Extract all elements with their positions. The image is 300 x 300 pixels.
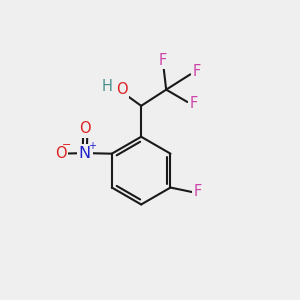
Text: F: F	[194, 184, 202, 200]
Text: F: F	[190, 96, 198, 111]
Text: F: F	[159, 53, 167, 68]
Text: O: O	[116, 82, 127, 97]
Text: F: F	[193, 64, 201, 80]
Text: +: +	[88, 141, 96, 151]
Text: H: H	[101, 79, 112, 94]
Text: O: O	[55, 146, 66, 161]
Text: −: −	[62, 140, 71, 150]
Text: O: O	[80, 122, 91, 136]
Text: N: N	[79, 146, 91, 160]
